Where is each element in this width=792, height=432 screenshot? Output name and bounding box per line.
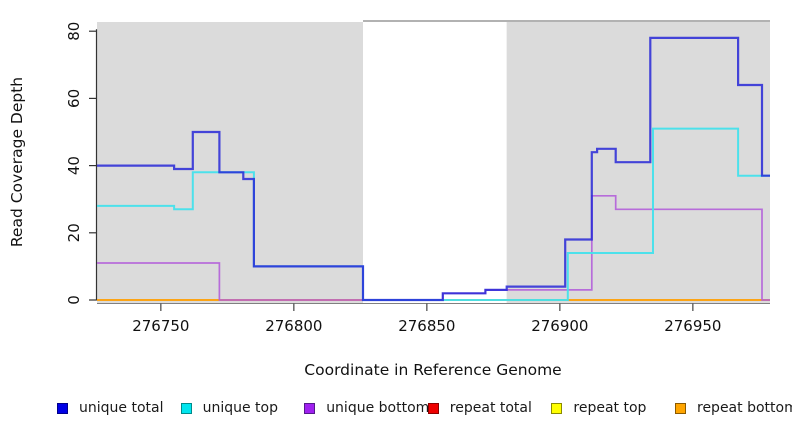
- legend-swatch-icon: [675, 402, 686, 414]
- x-axis-title: Coordinate in Reference Genome: [304, 361, 562, 379]
- y-tick-label: 40: [65, 156, 83, 175]
- legend-label: unique bottom: [326, 400, 430, 416]
- chart-legend: unique total unique top unique bottom repea…: [0, 399, 792, 419]
- legend-item-unique-total: unique total: [57, 399, 163, 417]
- legend-item-repeat-top: repeat top: [551, 399, 646, 417]
- legend-item-repeat-total: repeat total: [427, 399, 532, 417]
- legend-item-unique-bottom: unique bottom: [304, 399, 429, 417]
- legend-swatch-icon: [427, 402, 439, 414]
- x-tick-label: 276850: [398, 317, 455, 335]
- x-tick-label: 276950: [664, 317, 721, 335]
- legend-swatch-icon: [551, 402, 563, 414]
- legend-item-unique-top: unique top: [180, 399, 278, 417]
- legend-label: repeat bottom: [697, 400, 792, 416]
- shaded-region: [97, 22, 364, 303]
- y-tick-label: 60: [65, 89, 83, 108]
- legend-swatch-icon: [57, 402, 68, 414]
- series-unique-bottom: [97, 194, 770, 301]
- legend-label: repeat top: [573, 400, 647, 416]
- x-tick-label: 276750: [132, 317, 189, 335]
- legend-item-repeat-bottom: repeat bottom: [675, 399, 792, 417]
- x-tick-label: 276800: [265, 317, 322, 335]
- legend-label: repeat total: [449, 400, 532, 416]
- legend-swatch-icon: [304, 402, 316, 414]
- y-tick-label: 0: [65, 295, 83, 305]
- y-axis-title: Read Coverage Depth: [8, 76, 26, 248]
- legend-label: unique top: [202, 400, 278, 416]
- y-tick-label: 20: [65, 223, 83, 242]
- y-tick-label: 80: [65, 22, 83, 41]
- x-tick-label: 276900: [531, 317, 588, 335]
- series-unique-total: [97, 36, 770, 302]
- legend-swatch-icon: [180, 402, 192, 414]
- legend-label: unique total: [79, 400, 164, 416]
